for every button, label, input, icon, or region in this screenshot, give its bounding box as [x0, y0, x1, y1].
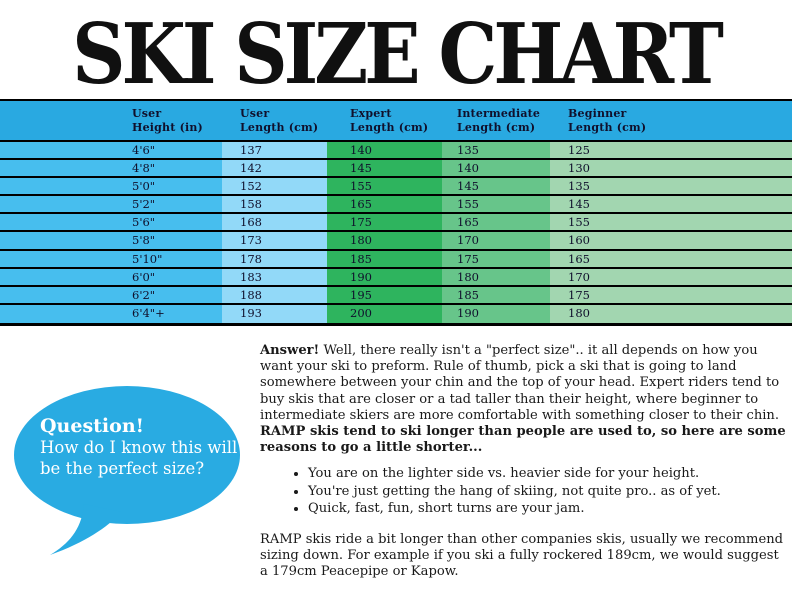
question-line: How do I know this will — [40, 438, 238, 457]
height-cell: 5'6" — [0, 214, 222, 231]
answer-bullet-list: You are on the lighter side vs. heavier … — [260, 466, 790, 517]
height-cell: 6'4"+ — [0, 304, 222, 323]
length-cell: 135 — [442, 142, 550, 159]
height-cell: 6'0" — [0, 268, 222, 285]
length-cell: 183 — [222, 268, 327, 285]
table-row: 4'8" 142 145 140 130 — [0, 160, 792, 179]
bullet-item: You're just getting the hang of skiing, … — [308, 484, 790, 500]
table-row: 5'2" 158 165 155 145 — [0, 196, 792, 215]
column-header-line: Length (cm) — [350, 121, 429, 134]
column-header-line: Length (cm) — [457, 121, 536, 134]
length-cell: 193 — [222, 304, 327, 323]
table-row: 5'6" 168 175 165 155 — [0, 214, 792, 233]
column-header-user-length: User Length (cm) — [222, 101, 327, 140]
length-cell: 125 — [550, 142, 792, 159]
height-cell: 4'8" — [0, 160, 222, 177]
length-cell: 165 — [327, 196, 442, 213]
length-cell: 142 — [222, 160, 327, 177]
table-row: 5'10" 178 185 175 165 — [0, 250, 792, 269]
table-row: 4'6" 137 140 135 125 — [0, 142, 792, 161]
column-header-user-height: User Height (in) — [0, 101, 222, 140]
table-header-row: User Height (in) User Length (cm) Expert… — [0, 101, 792, 142]
length-cell: 180 — [327, 232, 442, 249]
question-label: Question! — [40, 415, 144, 437]
length-cell: 190 — [442, 304, 550, 323]
length-cell: 137 — [222, 142, 327, 159]
height-cell: 4'6" — [0, 142, 222, 159]
question-bubble-text: Question! How do I know this will be the… — [40, 414, 245, 479]
answer-paragraph: Answer! Well, there really isn't a "perf… — [260, 343, 790, 456]
length-cell: 155 — [327, 178, 442, 195]
answer-section: Answer! Well, there really isn't a "perf… — [260, 343, 790, 581]
length-cell: 165 — [550, 250, 792, 267]
length-cell: 180 — [442, 268, 550, 285]
table-row: 6'4"+ 193 200 190 180 — [0, 304, 792, 323]
length-cell: 152 — [222, 178, 327, 195]
question-line: be the perfect size? — [40, 458, 205, 478]
length-cell: 145 — [327, 160, 442, 177]
length-cell: 155 — [550, 214, 792, 231]
height-cell: 6'2" — [0, 286, 222, 303]
length-cell: 188 — [222, 286, 327, 303]
speech-bubble — [14, 386, 240, 555]
column-header-beginner-length: Beginner Length (cm) — [550, 101, 792, 140]
length-cell: 168 — [222, 214, 327, 231]
bullet-item: Quick, fast, fun, short turns are your j… — [308, 501, 790, 517]
answer-intro: Well, there really isn't a "perfect size… — [260, 343, 780, 423]
column-header-line: Length (cm) — [240, 121, 319, 134]
answer-bold-tail: RAMP skis tend to ski longer than people… — [260, 424, 786, 456]
length-cell: 175 — [327, 214, 442, 231]
column-header-line: Length (cm) — [568, 121, 647, 134]
table-row: 5'0" 152 155 145 135 — [0, 178, 792, 197]
ski-size-table: User Height (in) User Length (cm) Expert… — [0, 99, 792, 326]
column-header-line: Expert — [350, 107, 392, 120]
length-cell: 185 — [442, 286, 550, 303]
length-cell: 173 — [222, 232, 327, 249]
column-header-line: Beginner — [568, 107, 627, 120]
height-cell: 5'2" — [0, 196, 222, 213]
length-cell: 140 — [327, 142, 442, 159]
column-header-line: User — [132, 107, 162, 120]
column-header-line: Intermediate — [457, 107, 541, 120]
column-header-line: Height (in) — [132, 121, 203, 134]
length-cell: 175 — [442, 250, 550, 267]
table-row: 6'0" 183 190 180 170 — [0, 268, 792, 287]
length-cell: 140 — [442, 160, 550, 177]
bullet-item: You are on the lighter side vs. heavier … — [308, 466, 790, 482]
length-cell: 145 — [442, 178, 550, 195]
length-cell: 155 — [442, 196, 550, 213]
length-cell: 145 — [550, 196, 792, 213]
length-cell: 175 — [550, 286, 792, 303]
column-header-line: User — [240, 107, 270, 120]
length-cell: 165 — [442, 214, 550, 231]
length-cell: 190 — [327, 268, 442, 285]
answer-label: Answer! — [260, 343, 320, 358]
length-cell: 195 — [327, 286, 442, 303]
page-title: SKI SIZE CHART — [72, 6, 724, 103]
height-cell: 5'8" — [0, 232, 222, 249]
height-cell: 5'0" — [0, 178, 222, 195]
length-cell: 180 — [550, 304, 792, 323]
length-cell: 170 — [550, 268, 792, 285]
column-header-intermediate-length: Intermediate Length (cm) — [442, 101, 550, 140]
length-cell: 200 — [327, 304, 442, 323]
length-cell: 185 — [327, 250, 442, 267]
table-body: 4'6" 137 140 135 125 4'8" 142 145 140 130 5'0" 152 1… — [0, 142, 792, 323]
height-cell: 5'10" — [0, 250, 222, 267]
table-row: 5'8" 173 180 170 160 — [0, 232, 792, 251]
length-cell: 158 — [222, 196, 327, 213]
length-cell: 160 — [550, 232, 792, 249]
column-header-expert-length: Expert Length (cm) — [327, 101, 442, 140]
length-cell: 130 — [550, 160, 792, 177]
length-cell: 170 — [442, 232, 550, 249]
length-cell: 135 — [550, 178, 792, 195]
table-row: 6'2" 188 195 185 175 — [0, 286, 792, 305]
answer-closing: RAMP skis ride a bit longer than other c… — [260, 532, 784, 580]
length-cell: 178 — [222, 250, 327, 267]
